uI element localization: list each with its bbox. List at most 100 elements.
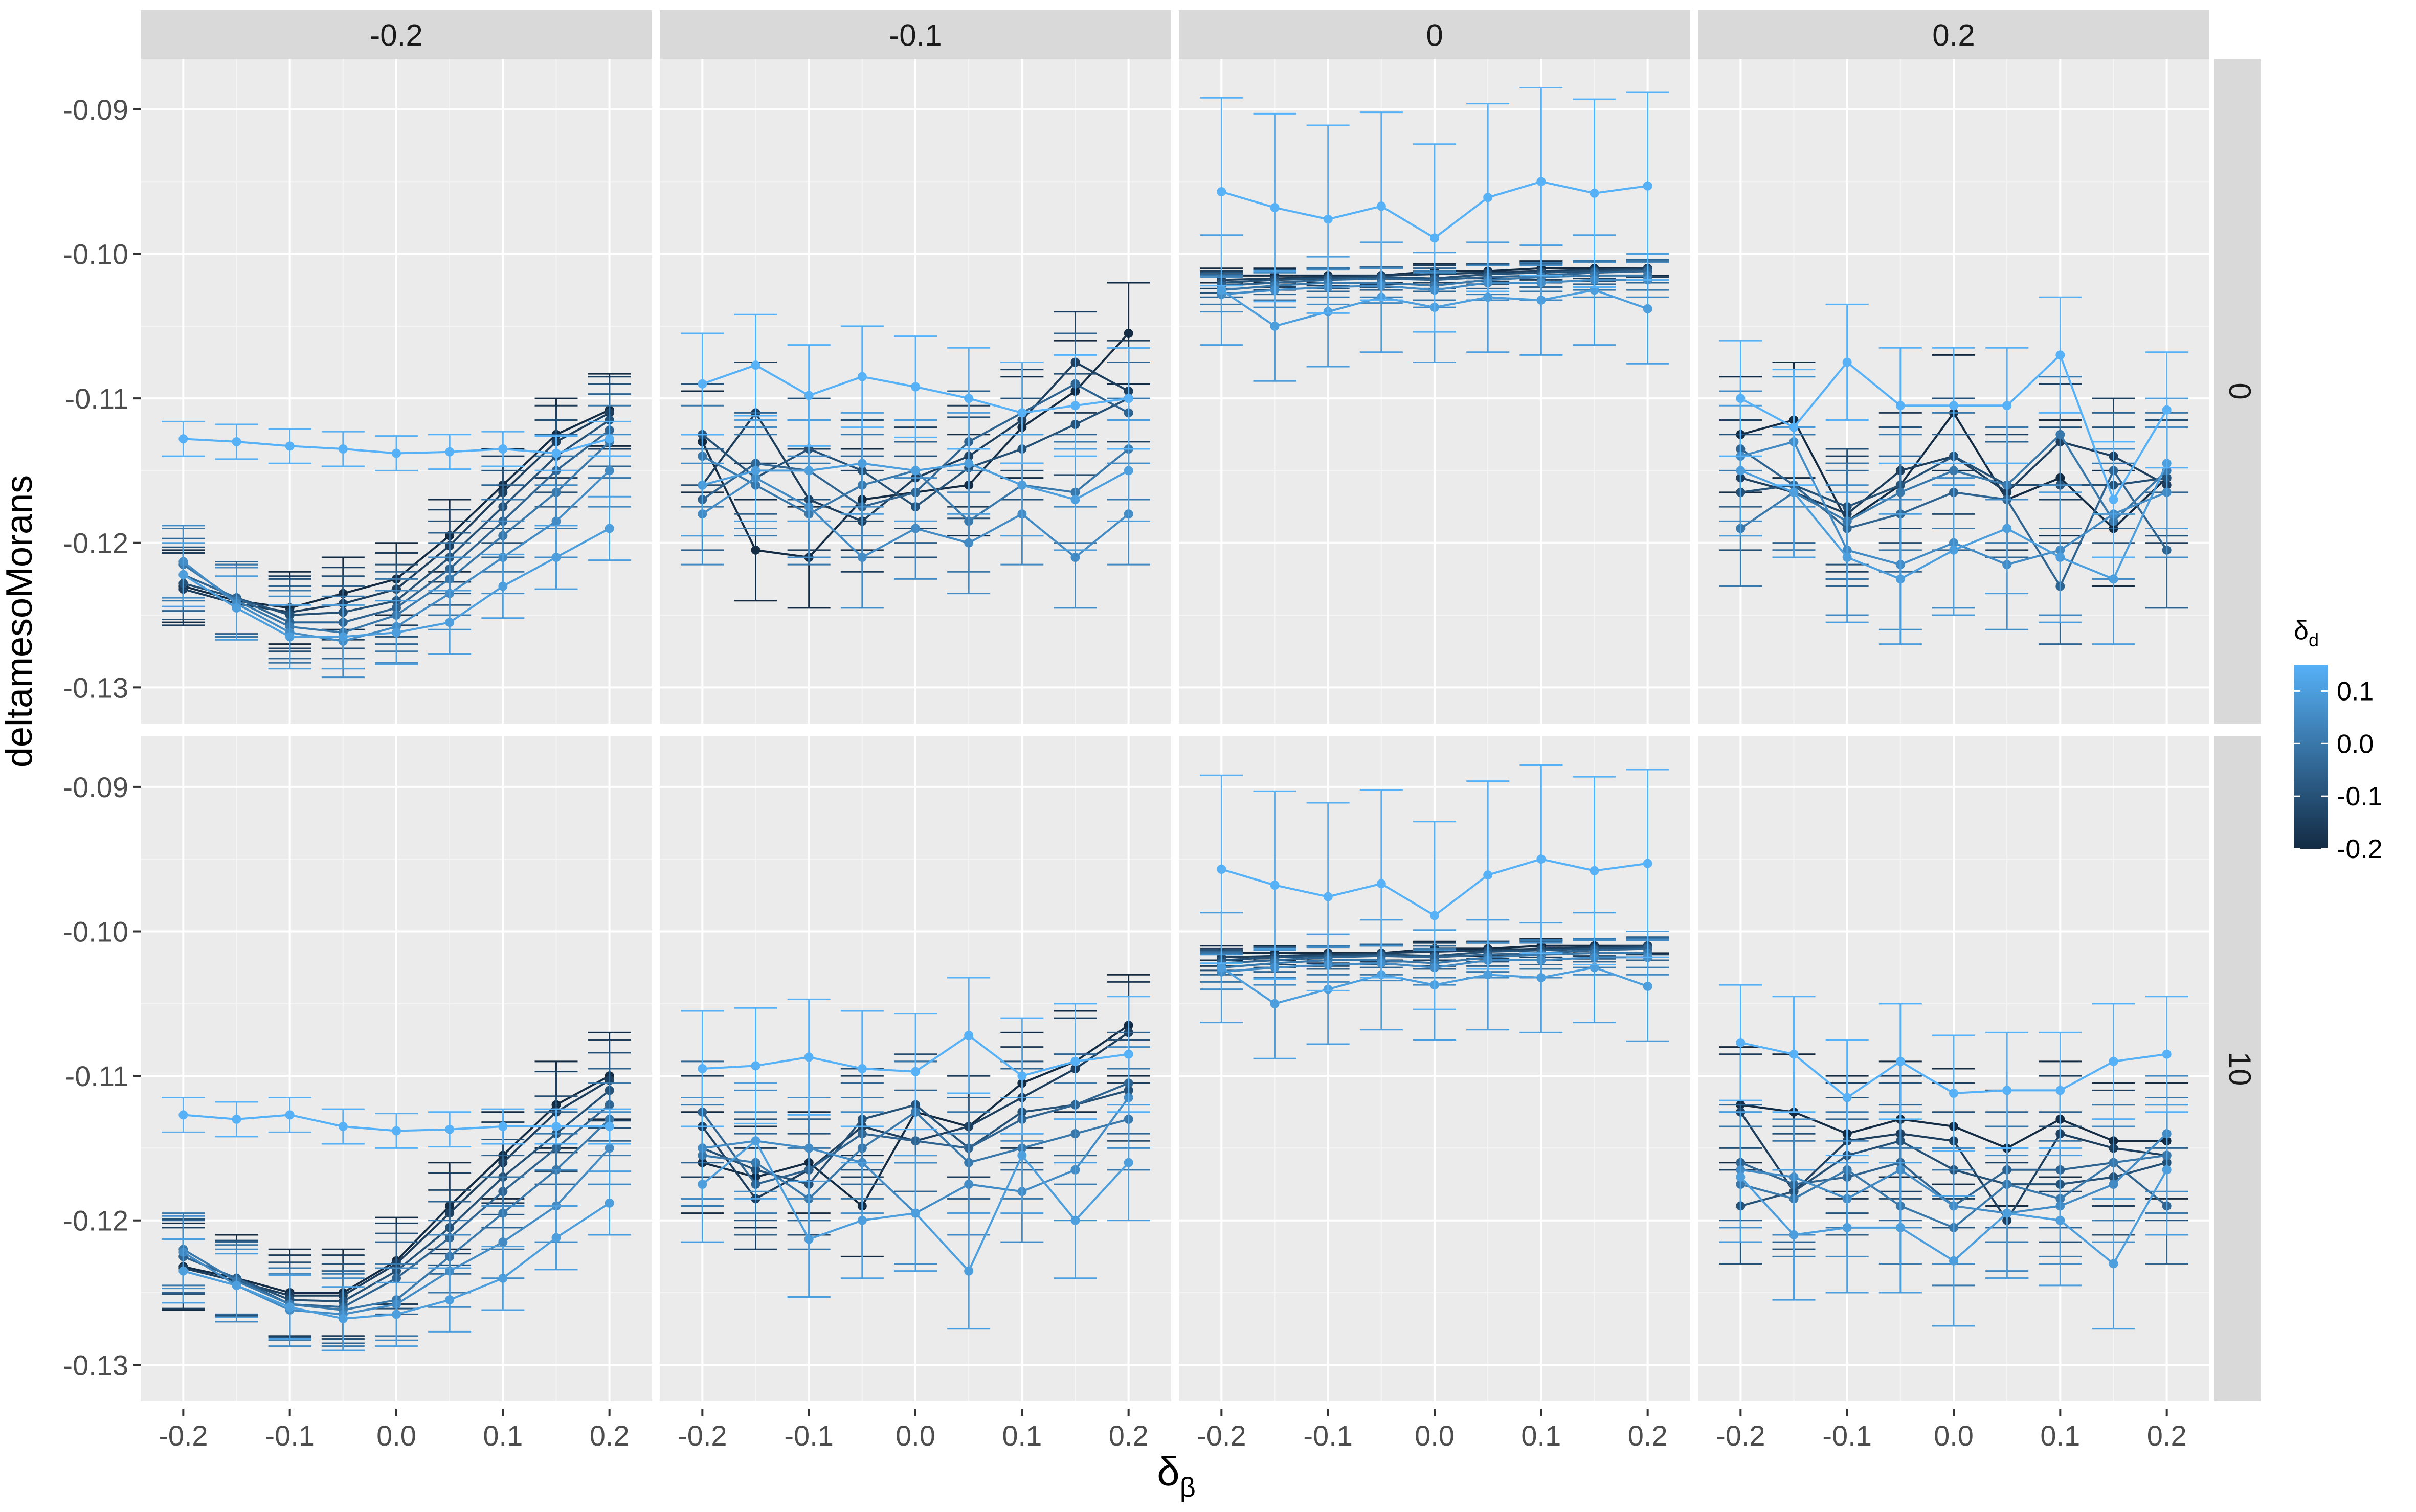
data-point (1483, 292, 1493, 302)
data-point (498, 1237, 508, 1247)
data-point (1536, 973, 1546, 982)
data-point (1643, 981, 1652, 991)
data-point (911, 1208, 920, 1218)
x-tick-label: 0.0 (1415, 1419, 1455, 1452)
facet-strip-col-label: -0.1 (889, 18, 942, 53)
data-point (178, 570, 188, 579)
data-point (605, 1143, 614, 1153)
legend-colorbar (2294, 665, 2328, 849)
data-point (2055, 1086, 2065, 1095)
series-0.15 (1719, 984, 2188, 1157)
facet-strip-col-1 (660, 10, 1171, 59)
data-point (1643, 181, 1652, 191)
data-point (1270, 999, 1280, 1008)
data-point (2162, 405, 2172, 415)
facet-strip-col-label: 0 (1426, 18, 1443, 53)
data-point (1323, 214, 1333, 224)
legend-label: -0.1 (2337, 782, 2383, 811)
data-point (445, 1295, 455, 1305)
facet-strip-row-0 (2214, 59, 2261, 724)
facet-strip-col-label: 0.2 (1932, 18, 1975, 53)
series-0.1 (162, 1170, 631, 1351)
data-point (1376, 201, 1386, 211)
series-0.15 (681, 977, 1150, 1135)
data-point (964, 1266, 974, 1276)
series-0.1 (162, 495, 631, 670)
data-point (178, 1110, 188, 1120)
data-point (1949, 1256, 1958, 1266)
x-tick-label: 0.0 (1934, 1419, 1974, 1452)
data-point (2055, 553, 2065, 562)
data-point (392, 1310, 401, 1319)
data-point (804, 1052, 814, 1062)
x-axis-title: δβ (1157, 1449, 1196, 1503)
data-point (1124, 466, 1133, 476)
data-point (1070, 494, 1080, 504)
data-point (751, 1061, 760, 1071)
data-point (1895, 487, 1905, 497)
facet-panel-r1-c0 (141, 736, 652, 1401)
x-tick-label: -0.2 (678, 1419, 727, 1452)
facet-panel-r0-c2 (1179, 59, 1690, 724)
data-point (1590, 866, 1599, 875)
facet-strip-col-0 (141, 10, 652, 59)
data-point (178, 434, 188, 444)
data-point (1217, 187, 1226, 196)
series-0.15 (1200, 87, 1669, 333)
data-point (338, 632, 348, 642)
data-point (551, 516, 561, 526)
data-point (232, 603, 241, 613)
x-tick-label: 0.1 (483, 1419, 523, 1452)
legend-title: δd (2294, 616, 2319, 650)
data-point (857, 1064, 867, 1073)
data-point (1270, 203, 1280, 213)
data-point (857, 372, 867, 381)
data-point (1842, 1223, 1852, 1232)
x-tick-label: -0.1 (265, 1419, 315, 1452)
data-point (605, 1198, 614, 1208)
data-point (2109, 574, 2118, 584)
data-point (445, 1124, 455, 1134)
data-point (1895, 1223, 1905, 1232)
data-point (1124, 1158, 1133, 1167)
facet-strip-col-label: -0.2 (370, 18, 422, 53)
data-point (1643, 304, 1652, 313)
data-point (911, 382, 920, 392)
data-point (751, 1136, 760, 1146)
x-tick-label: 0.2 (1109, 1419, 1149, 1452)
data-point (2055, 350, 2065, 360)
legend: δd 0.1 0.0 -0.1 -0.2 (2294, 616, 2383, 864)
data-point (285, 1302, 295, 1312)
data-point (178, 1266, 188, 1276)
data-point (551, 553, 561, 562)
data-point (751, 466, 760, 476)
y-tick-label: -0.13 (63, 671, 128, 704)
x-tick-label: 0.2 (590, 1419, 630, 1452)
legend-title-symbol: δ (2294, 616, 2309, 645)
y-tick-label: -0.12 (63, 527, 128, 559)
data-point (605, 1122, 614, 1132)
data-point (964, 394, 974, 403)
data-point (2002, 1208, 2012, 1218)
y-tick-label: -0.11 (65, 1060, 128, 1092)
facet-panel-r0-c1 (660, 59, 1171, 724)
data-point (1376, 879, 1386, 889)
data-point (1789, 487, 1799, 497)
data-point (1842, 357, 1852, 367)
data-point (392, 627, 401, 637)
x-axis-title-symbol: δ (1157, 1449, 1180, 1494)
facet-panel-r1-c2 (1179, 736, 1690, 1401)
data-point (911, 466, 920, 476)
data-point (1842, 553, 1852, 562)
data-point (1017, 480, 1027, 490)
data-point (498, 444, 508, 454)
data-point (1949, 401, 1958, 411)
data-point (1736, 1038, 1746, 1048)
data-point (2109, 494, 2118, 504)
x-tick-label: -0.1 (784, 1419, 834, 1452)
facet-strip-col-2 (1179, 10, 1690, 59)
data-point (1736, 1172, 1746, 1182)
data-point (911, 524, 920, 533)
data-point (2162, 1049, 2172, 1059)
